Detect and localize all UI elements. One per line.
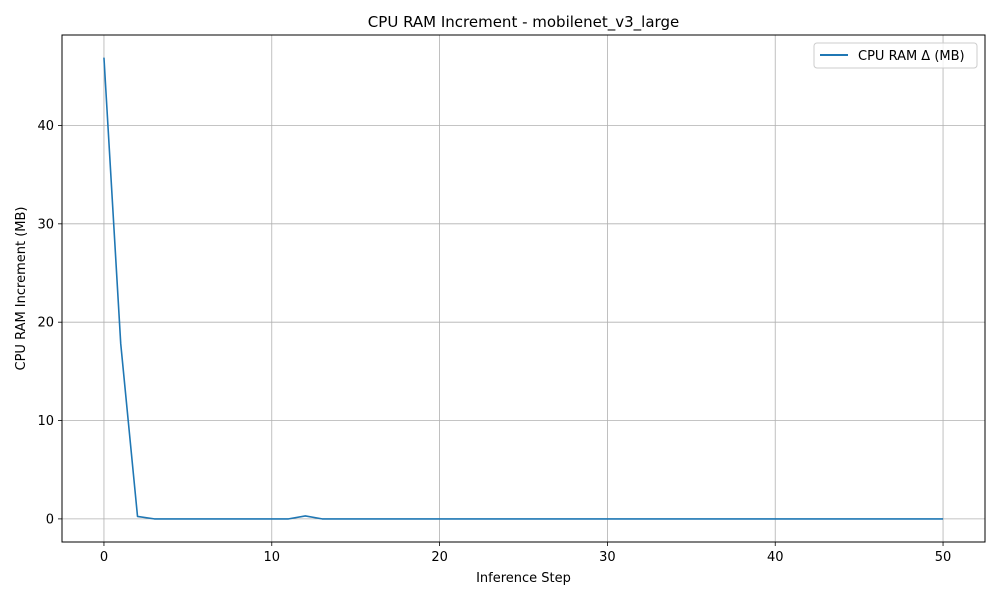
- y-axis-title: CPU RAM Increment (MB): [14, 207, 29, 371]
- legend-label: CPU RAM Δ (MB): [858, 49, 965, 64]
- y-tick-label: 40: [37, 119, 54, 134]
- y-tick-label: 30: [37, 217, 54, 232]
- y-tick-label: 10: [37, 414, 54, 429]
- y-tick-label: 0: [46, 512, 54, 527]
- y-tick-label: 20: [37, 316, 54, 331]
- x-tick-label: 30: [599, 550, 616, 565]
- x-tick-label: 10: [263, 550, 280, 565]
- chart-title: CPU RAM Increment - mobilenet_v3_large: [368, 13, 679, 32]
- x-tick-label: 20: [431, 550, 448, 565]
- x-axis-title: Inference Step: [476, 571, 571, 586]
- series-line: [103, 57, 944, 520]
- legend: CPU RAM Δ (MB): [813, 42, 978, 69]
- plot-frame: [61, 34, 986, 543]
- legend-box: [813, 42, 978, 69]
- x-tick-label: 0: [100, 550, 108, 565]
- x-tick-label: 50: [935, 550, 952, 565]
- x-tick-label: 40: [767, 550, 784, 565]
- series-layer: [103, 57, 944, 520]
- ticks: 0 10 20 30 40 50 0 10 20 30 40: [37, 119, 951, 565]
